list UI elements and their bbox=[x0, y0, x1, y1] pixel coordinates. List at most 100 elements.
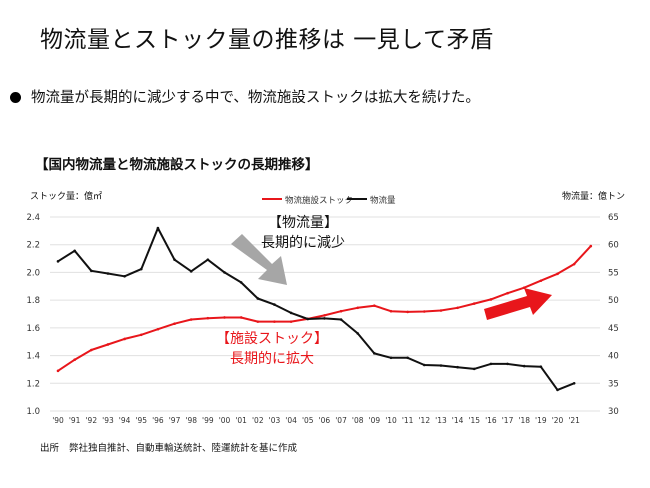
data-point-volume bbox=[139, 267, 143, 271]
data-point-stock bbox=[206, 316, 210, 320]
data-point-stock bbox=[323, 314, 326, 317]
data-point-stock bbox=[472, 302, 476, 305]
data-point-stock bbox=[423, 310, 426, 313]
x-tick-label: '98 bbox=[185, 416, 197, 425]
data-point-stock bbox=[173, 322, 176, 326]
x-tick-label: '07 bbox=[335, 416, 347, 425]
data-point-volume bbox=[106, 272, 110, 275]
decrease-arrow-icon bbox=[231, 234, 287, 285]
bullet-point: 物流量が長期的に減少する中で、物流施設ストックは拡大を続けた。 bbox=[10, 86, 480, 107]
y-left-axis-label: ストック量：億㎡ bbox=[30, 190, 102, 202]
x-tick-label: '05 bbox=[302, 416, 314, 425]
data-point-volume bbox=[56, 260, 60, 263]
x-tick-label: '10 bbox=[385, 416, 397, 425]
data-point-stock bbox=[273, 320, 276, 323]
data-point-volume bbox=[572, 381, 576, 385]
data-point-volume bbox=[289, 311, 293, 315]
grid-lines bbox=[50, 216, 600, 412]
x-tick-label: '94 bbox=[119, 416, 131, 425]
data-point-volume bbox=[223, 271, 226, 274]
data-point-stock bbox=[156, 327, 160, 331]
data-point-stock bbox=[189, 318, 193, 321]
series-group bbox=[56, 226, 593, 392]
x-tick-label: '06 bbox=[319, 416, 331, 425]
x-tick-label: '96 bbox=[152, 416, 164, 425]
data-point-volume bbox=[423, 363, 426, 367]
data-point-stock bbox=[256, 320, 260, 323]
data-point-volume bbox=[556, 388, 559, 392]
y-left-tick-label: 2.4 bbox=[26, 213, 40, 223]
x-tick-label: '11 bbox=[402, 416, 414, 425]
data-point-volume bbox=[189, 270, 193, 273]
data-point-stock bbox=[289, 320, 293, 323]
data-point-stock bbox=[356, 306, 360, 310]
annotation-volume-line2: 長期的に減少 bbox=[261, 234, 345, 251]
x-tick-labels: '90 '91 '92 '93 '94 '95 '96 '97 '98 '99 '00 '01 '02 '… bbox=[52, 416, 580, 425]
x-tick-label: '17 bbox=[502, 416, 514, 425]
data-point-volume bbox=[123, 275, 126, 278]
data-point-stock bbox=[506, 291, 509, 295]
data-point-volume bbox=[373, 352, 376, 355]
legend-label-volume: 物流量 bbox=[370, 195, 396, 206]
data-point-volume bbox=[273, 303, 276, 306]
y-left-tick-label: 1.4 bbox=[26, 352, 40, 362]
data-point-stock bbox=[239, 316, 243, 319]
data-point-volume bbox=[306, 317, 310, 321]
y-right-tick-label: 45 bbox=[608, 324, 619, 334]
data-point-volume bbox=[489, 362, 493, 366]
y-right-tick-label: 55 bbox=[608, 268, 619, 278]
x-tick-label: '09 bbox=[369, 416, 381, 425]
source-label: 出所 bbox=[40, 443, 60, 454]
data-point-stock bbox=[123, 337, 126, 341]
y-right-tick-label: 40 bbox=[608, 352, 619, 362]
source-text: 弊社独自推計、自動車輸送統計、陸運統計を基に作成 bbox=[69, 443, 298, 454]
data-point-stock bbox=[139, 333, 143, 337]
x-tick-label: '00 bbox=[219, 416, 231, 425]
y-left-tick-label: 2.2 bbox=[26, 241, 40, 251]
y-left-tick-labels: 2.4 2.2 2.0 1.8 1.6 1.4 1.2 1.0 bbox=[26, 213, 40, 417]
x-tick-label: '91 bbox=[69, 416, 81, 425]
data-point-stock bbox=[339, 309, 343, 313]
x-tick-label: '95 bbox=[135, 416, 147, 425]
data-point-stock bbox=[56, 369, 60, 373]
bullet-text: 物流量が長期的に減少する中で、物流施設ストックは拡大を続けた。 bbox=[31, 90, 480, 106]
y-left-tick-label: 1.0 bbox=[26, 407, 40, 417]
chart-title: 【国内物流量と物流施設ストックの長期推移】 bbox=[35, 157, 319, 173]
data-point-volume bbox=[406, 356, 409, 360]
data-point-volume bbox=[256, 297, 260, 300]
y-left-tick-label: 1.2 bbox=[26, 379, 40, 389]
annotation-stock-line1: 【施設ストック】 bbox=[216, 331, 328, 347]
data-point-volume bbox=[356, 332, 360, 335]
x-tick-label: '16 bbox=[485, 416, 497, 425]
x-tick-label: '20 bbox=[552, 416, 564, 425]
y-right-axis-label: 物流量：億トン bbox=[562, 190, 625, 202]
data-point-volume bbox=[472, 367, 476, 371]
data-point-volume bbox=[456, 365, 459, 369]
data-point-volume bbox=[206, 258, 210, 261]
x-tick-label: '97 bbox=[169, 416, 181, 425]
y-right-tick-label: 50 bbox=[608, 296, 619, 306]
x-tick-label: '03 bbox=[269, 416, 281, 425]
x-tick-label: '13 bbox=[435, 416, 447, 425]
bullet-dot-icon bbox=[10, 92, 21, 103]
x-tick-label: '15 bbox=[468, 416, 480, 425]
y-right-tick-label: 65 bbox=[608, 213, 619, 223]
x-tick-label: '93 bbox=[102, 416, 114, 425]
data-point-stock bbox=[406, 310, 409, 314]
annotation-volume-line1: 【物流量】 bbox=[268, 215, 338, 231]
y-left-tick-label: 2.0 bbox=[26, 268, 40, 278]
data-point-volume bbox=[323, 317, 326, 320]
data-point-stock bbox=[456, 306, 459, 310]
x-tick-label: '21 bbox=[568, 416, 580, 425]
y-right-tick-label: 30 bbox=[608, 407, 619, 417]
source-note: 出所 弊社独自推計、自動車輸送統計、陸運統計を基に作成 bbox=[40, 440, 297, 454]
x-tick-label: '90 bbox=[52, 416, 64, 425]
x-tick-label: '08 bbox=[352, 416, 364, 425]
slide-title: 物流量とストック量の推移は 一見して矛盾 bbox=[40, 27, 494, 53]
data-point-stock bbox=[556, 272, 559, 276]
data-point-volume bbox=[239, 281, 243, 284]
data-point-stock bbox=[489, 298, 493, 301]
data-point-stock bbox=[522, 286, 526, 289]
data-point-volume bbox=[156, 226, 160, 230]
data-point-stock bbox=[539, 279, 543, 283]
